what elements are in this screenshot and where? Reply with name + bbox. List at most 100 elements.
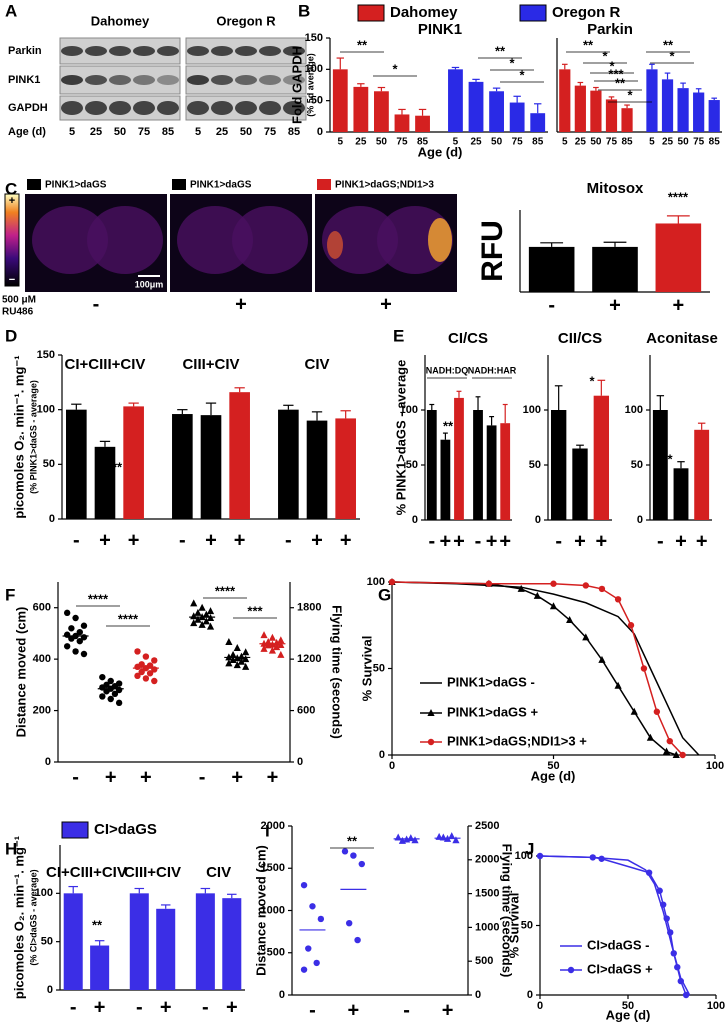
significance: * <box>667 451 673 466</box>
point <box>260 644 268 652</box>
x-tick-label: 75 <box>512 137 524 148</box>
panel-letter: H <box>5 839 17 858</box>
condition-swatch <box>27 179 41 190</box>
point <box>202 617 210 625</box>
point <box>268 646 277 654</box>
blot-band <box>211 101 233 115</box>
panel-letter: B <box>298 1 310 20</box>
bar <box>222 898 242 990</box>
point <box>549 602 558 610</box>
x-tick-label: + <box>99 529 111 551</box>
x-tick-label: - <box>202 996 209 1018</box>
bar <box>673 468 689 520</box>
legend-label: PINK1>daGS + <box>447 704 538 719</box>
point <box>142 653 150 660</box>
blot-age: 5 <box>195 126 201 138</box>
bar <box>415 115 430 132</box>
point <box>300 881 308 889</box>
point <box>679 751 686 759</box>
survival-curve <box>391 581 684 756</box>
point <box>190 619 198 627</box>
legend-label: PINK1>daGS - <box>447 674 535 689</box>
x-tick-label: + <box>231 766 243 788</box>
bar <box>605 99 618 132</box>
point <box>229 650 237 658</box>
panel-letter: E <box>393 326 404 345</box>
x-tick-label: 85 <box>532 137 544 148</box>
panel-letter: G <box>378 585 391 604</box>
y-tick-label: 100 <box>515 850 533 862</box>
point <box>76 637 83 645</box>
point <box>663 915 670 922</box>
blot-band <box>85 46 107 56</box>
point <box>309 903 316 910</box>
y-tick-label: 100 <box>37 404 55 416</box>
x-tick-label: + <box>453 530 465 552</box>
panel-letter: D <box>5 326 17 345</box>
point <box>72 648 79 655</box>
group-title: CI+CIII+CIV <box>65 356 146 373</box>
significance: * <box>392 61 398 76</box>
y-tick-label: 600 <box>297 704 315 716</box>
blot-band <box>85 101 107 115</box>
bar <box>94 446 116 519</box>
axis-title: % PINK1>daGS - average <box>393 360 408 516</box>
group-title: CIII+CIV <box>182 356 239 373</box>
bar <box>708 100 720 132</box>
significance: ** <box>615 75 626 90</box>
hotspot <box>428 218 452 262</box>
point <box>533 591 541 599</box>
y-tick-label: 0 <box>47 984 53 996</box>
group-title: CIV <box>305 356 330 373</box>
blot-band <box>235 101 257 115</box>
point <box>68 635 75 642</box>
point <box>350 852 357 859</box>
y-tick-label: 50 <box>311 95 323 107</box>
blot-age: 75 <box>264 126 276 138</box>
condition-label: PINK1>daGS <box>45 180 107 191</box>
point <box>237 657 246 665</box>
legend-swatch <box>519 4 547 22</box>
bar <box>655 223 702 292</box>
point <box>76 628 83 636</box>
point <box>427 738 435 746</box>
bar <box>278 409 299 519</box>
x-tick-label: + <box>105 766 117 788</box>
bar <box>500 423 511 520</box>
group-title: CIII+CIV <box>124 864 181 881</box>
point <box>598 655 606 663</box>
x-axis-title: Age (d) <box>418 144 463 159</box>
legend-label: CI>daGS <box>94 821 157 838</box>
y-tick-label: 200 <box>33 704 51 716</box>
chart-title: Aconitase <box>646 330 718 347</box>
point <box>134 663 141 671</box>
x-tick-label: 85 <box>417 137 429 148</box>
point <box>242 662 250 670</box>
chart-title: CII/CS <box>558 330 602 347</box>
bar <box>473 410 483 520</box>
axis-title: (% CI>daGS - average) <box>28 869 38 965</box>
y-tick-label: 1200 <box>297 653 321 665</box>
y-tick-label: 100 <box>305 63 323 75</box>
condition-label: PINK1>daGS;NDI1>3 <box>335 180 434 191</box>
bar <box>509 102 525 132</box>
panel-letter: F <box>5 585 15 604</box>
y-tick-label: 500 <box>475 955 493 967</box>
bar <box>394 114 410 132</box>
x-tick-label: + <box>311 529 323 551</box>
point <box>677 977 684 985</box>
axis-title: (% 5d average) <box>305 53 315 117</box>
x-tick-label: - <box>309 999 316 1021</box>
y-tick-label: 150 <box>37 349 55 361</box>
x-tick-label: 75 <box>606 137 618 148</box>
point <box>242 655 250 663</box>
y-tick-label: 0 <box>535 514 541 526</box>
tissue <box>232 206 308 274</box>
x-tick-label: - <box>73 529 80 551</box>
significance: * <box>519 67 525 82</box>
chart-title: PINK1 <box>418 21 462 38</box>
point <box>268 633 277 641</box>
significance: **** <box>668 189 689 204</box>
blot-age: 85 <box>288 126 300 138</box>
bar <box>374 91 389 132</box>
